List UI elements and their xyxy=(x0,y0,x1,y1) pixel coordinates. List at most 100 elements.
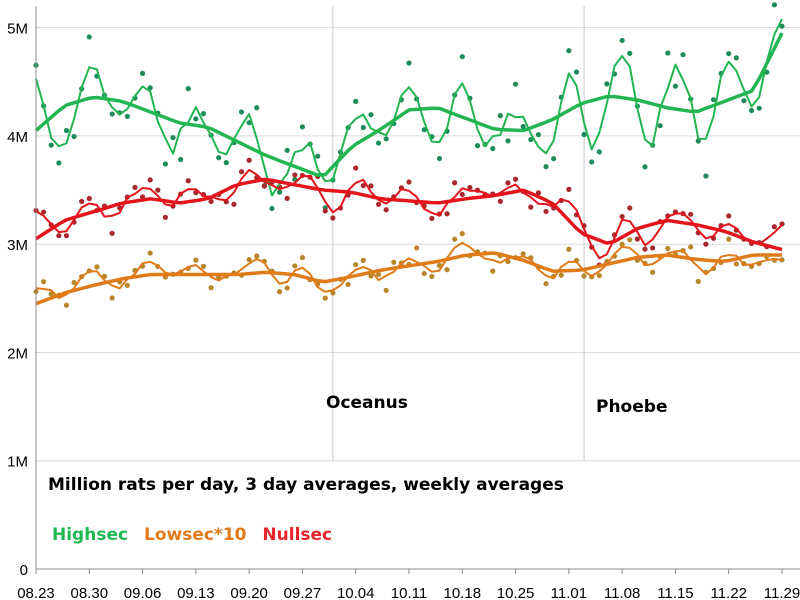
nullsec-point xyxy=(79,198,85,205)
lowsec-point xyxy=(596,272,602,279)
highsec-point xyxy=(474,143,481,149)
legend-nullsec: Nullsec xyxy=(262,525,332,545)
nullsec-point xyxy=(649,245,656,251)
text-labels: Oceanus Phoebe Million rats per day, 3 d… xyxy=(48,393,667,545)
highsec-point xyxy=(756,105,762,111)
highsec-point xyxy=(535,132,542,138)
lowsec-point xyxy=(292,263,298,269)
highsec-point xyxy=(185,86,191,92)
highsec-point xyxy=(269,205,275,212)
lowsec-point xyxy=(421,270,427,277)
highsec-point xyxy=(710,97,717,103)
lowsec-point xyxy=(688,244,694,250)
lowsec-point xyxy=(391,259,397,265)
highsec-point xyxy=(619,37,625,44)
highsec-point xyxy=(139,70,146,76)
lowsec-point xyxy=(41,279,47,285)
lowsec-point xyxy=(109,295,115,301)
lowsec-point xyxy=(246,256,252,263)
x-tick-label: 11.01 xyxy=(551,585,587,600)
highsec-point xyxy=(71,133,77,140)
chart-title: Million rats per day, 3 day averages, we… xyxy=(48,475,564,495)
highsec-point xyxy=(741,98,747,104)
highsec-point xyxy=(238,109,245,115)
lowsec-point xyxy=(71,279,77,286)
x-tick-label: 09.27 xyxy=(284,585,322,600)
legend-lowsec: Lowsec*10 xyxy=(144,525,247,545)
nullsec-point xyxy=(261,183,267,189)
y-tick-label: 2M xyxy=(7,345,28,362)
legend: Highsec Lowsec*10 Nullsec xyxy=(52,525,332,545)
lowsec-point xyxy=(360,257,366,263)
highsec-point xyxy=(642,164,648,170)
nullsec-point xyxy=(353,165,359,171)
nullsec-point xyxy=(528,204,534,210)
highsec-point xyxy=(566,48,572,54)
lowsec-point xyxy=(63,302,70,308)
highsec-point xyxy=(375,140,382,146)
lowsec-point xyxy=(353,262,359,268)
highsec-point xyxy=(124,113,130,119)
nullsec-point xyxy=(566,186,572,192)
highsec-point xyxy=(421,127,427,133)
lowsec-point xyxy=(566,246,572,252)
lowsec-point xyxy=(345,281,351,288)
highsec-point xyxy=(48,142,54,148)
lowsec-point xyxy=(558,272,564,278)
lowsec-point xyxy=(452,236,458,242)
y-tick-label: 3M xyxy=(7,237,28,254)
lowsec-point xyxy=(429,273,435,280)
x-tick-label: 09.06 xyxy=(124,585,162,600)
nullsec-point xyxy=(452,180,458,186)
nullsec-point xyxy=(634,236,640,242)
highsec-weekly-line xyxy=(34,32,784,177)
highsec-point xyxy=(86,34,92,40)
x-tick-label: 08.23 xyxy=(17,585,55,600)
highsec-point xyxy=(703,173,709,179)
highsec-point xyxy=(200,111,207,117)
highsec-point xyxy=(627,50,633,56)
lowsec-point xyxy=(733,261,739,267)
highsec-point xyxy=(436,155,443,162)
nullsec-point xyxy=(292,172,298,178)
x-tick-label: 09.13 xyxy=(177,585,215,600)
highsec-point xyxy=(360,124,366,131)
nullsec-point xyxy=(505,180,511,186)
x-tick-label: 10.11 xyxy=(391,585,427,600)
highsec-point xyxy=(254,105,260,111)
nullsec-point xyxy=(147,177,153,183)
lowsec-point xyxy=(299,254,306,261)
nullsec-point xyxy=(688,211,694,217)
lowsec-point xyxy=(520,251,526,257)
highsec-point xyxy=(178,156,184,163)
y-tick-label: 5M xyxy=(7,21,28,38)
axes: 0 1M 2M 3M 4M 5M 08.23 08.30 09.06 09.13 09.20 09.2… xyxy=(7,6,800,600)
x-tick-label: 11.29 xyxy=(764,585,800,600)
lowsec-point xyxy=(94,264,100,270)
annotation-phoebe: Phoebe xyxy=(596,397,667,417)
highsec-3day-line xyxy=(35,18,783,197)
highsec-point xyxy=(56,160,62,166)
highsec-point xyxy=(779,23,785,29)
lowsec-point xyxy=(649,269,656,275)
highsec-point xyxy=(573,69,580,75)
nullsec-point xyxy=(543,208,549,215)
lowsec-3day-line xyxy=(35,241,783,300)
event-lines xyxy=(332,6,585,460)
y-tick-label: 4M xyxy=(7,129,28,146)
nullsec-point xyxy=(703,241,709,247)
nullsec-point xyxy=(330,215,336,221)
lowsec-point xyxy=(254,253,260,259)
nullsec-point xyxy=(726,213,732,219)
highsec-point xyxy=(497,113,503,119)
highsec-point xyxy=(581,131,587,138)
highsec-point xyxy=(315,153,321,159)
lowsec-point xyxy=(444,267,450,273)
lowsec-point xyxy=(193,257,199,263)
nullsec-point xyxy=(459,191,465,198)
highsec-point xyxy=(680,52,686,58)
nullsec-point xyxy=(109,230,115,236)
highsec-point xyxy=(459,54,465,60)
lowsec-point xyxy=(581,273,587,279)
